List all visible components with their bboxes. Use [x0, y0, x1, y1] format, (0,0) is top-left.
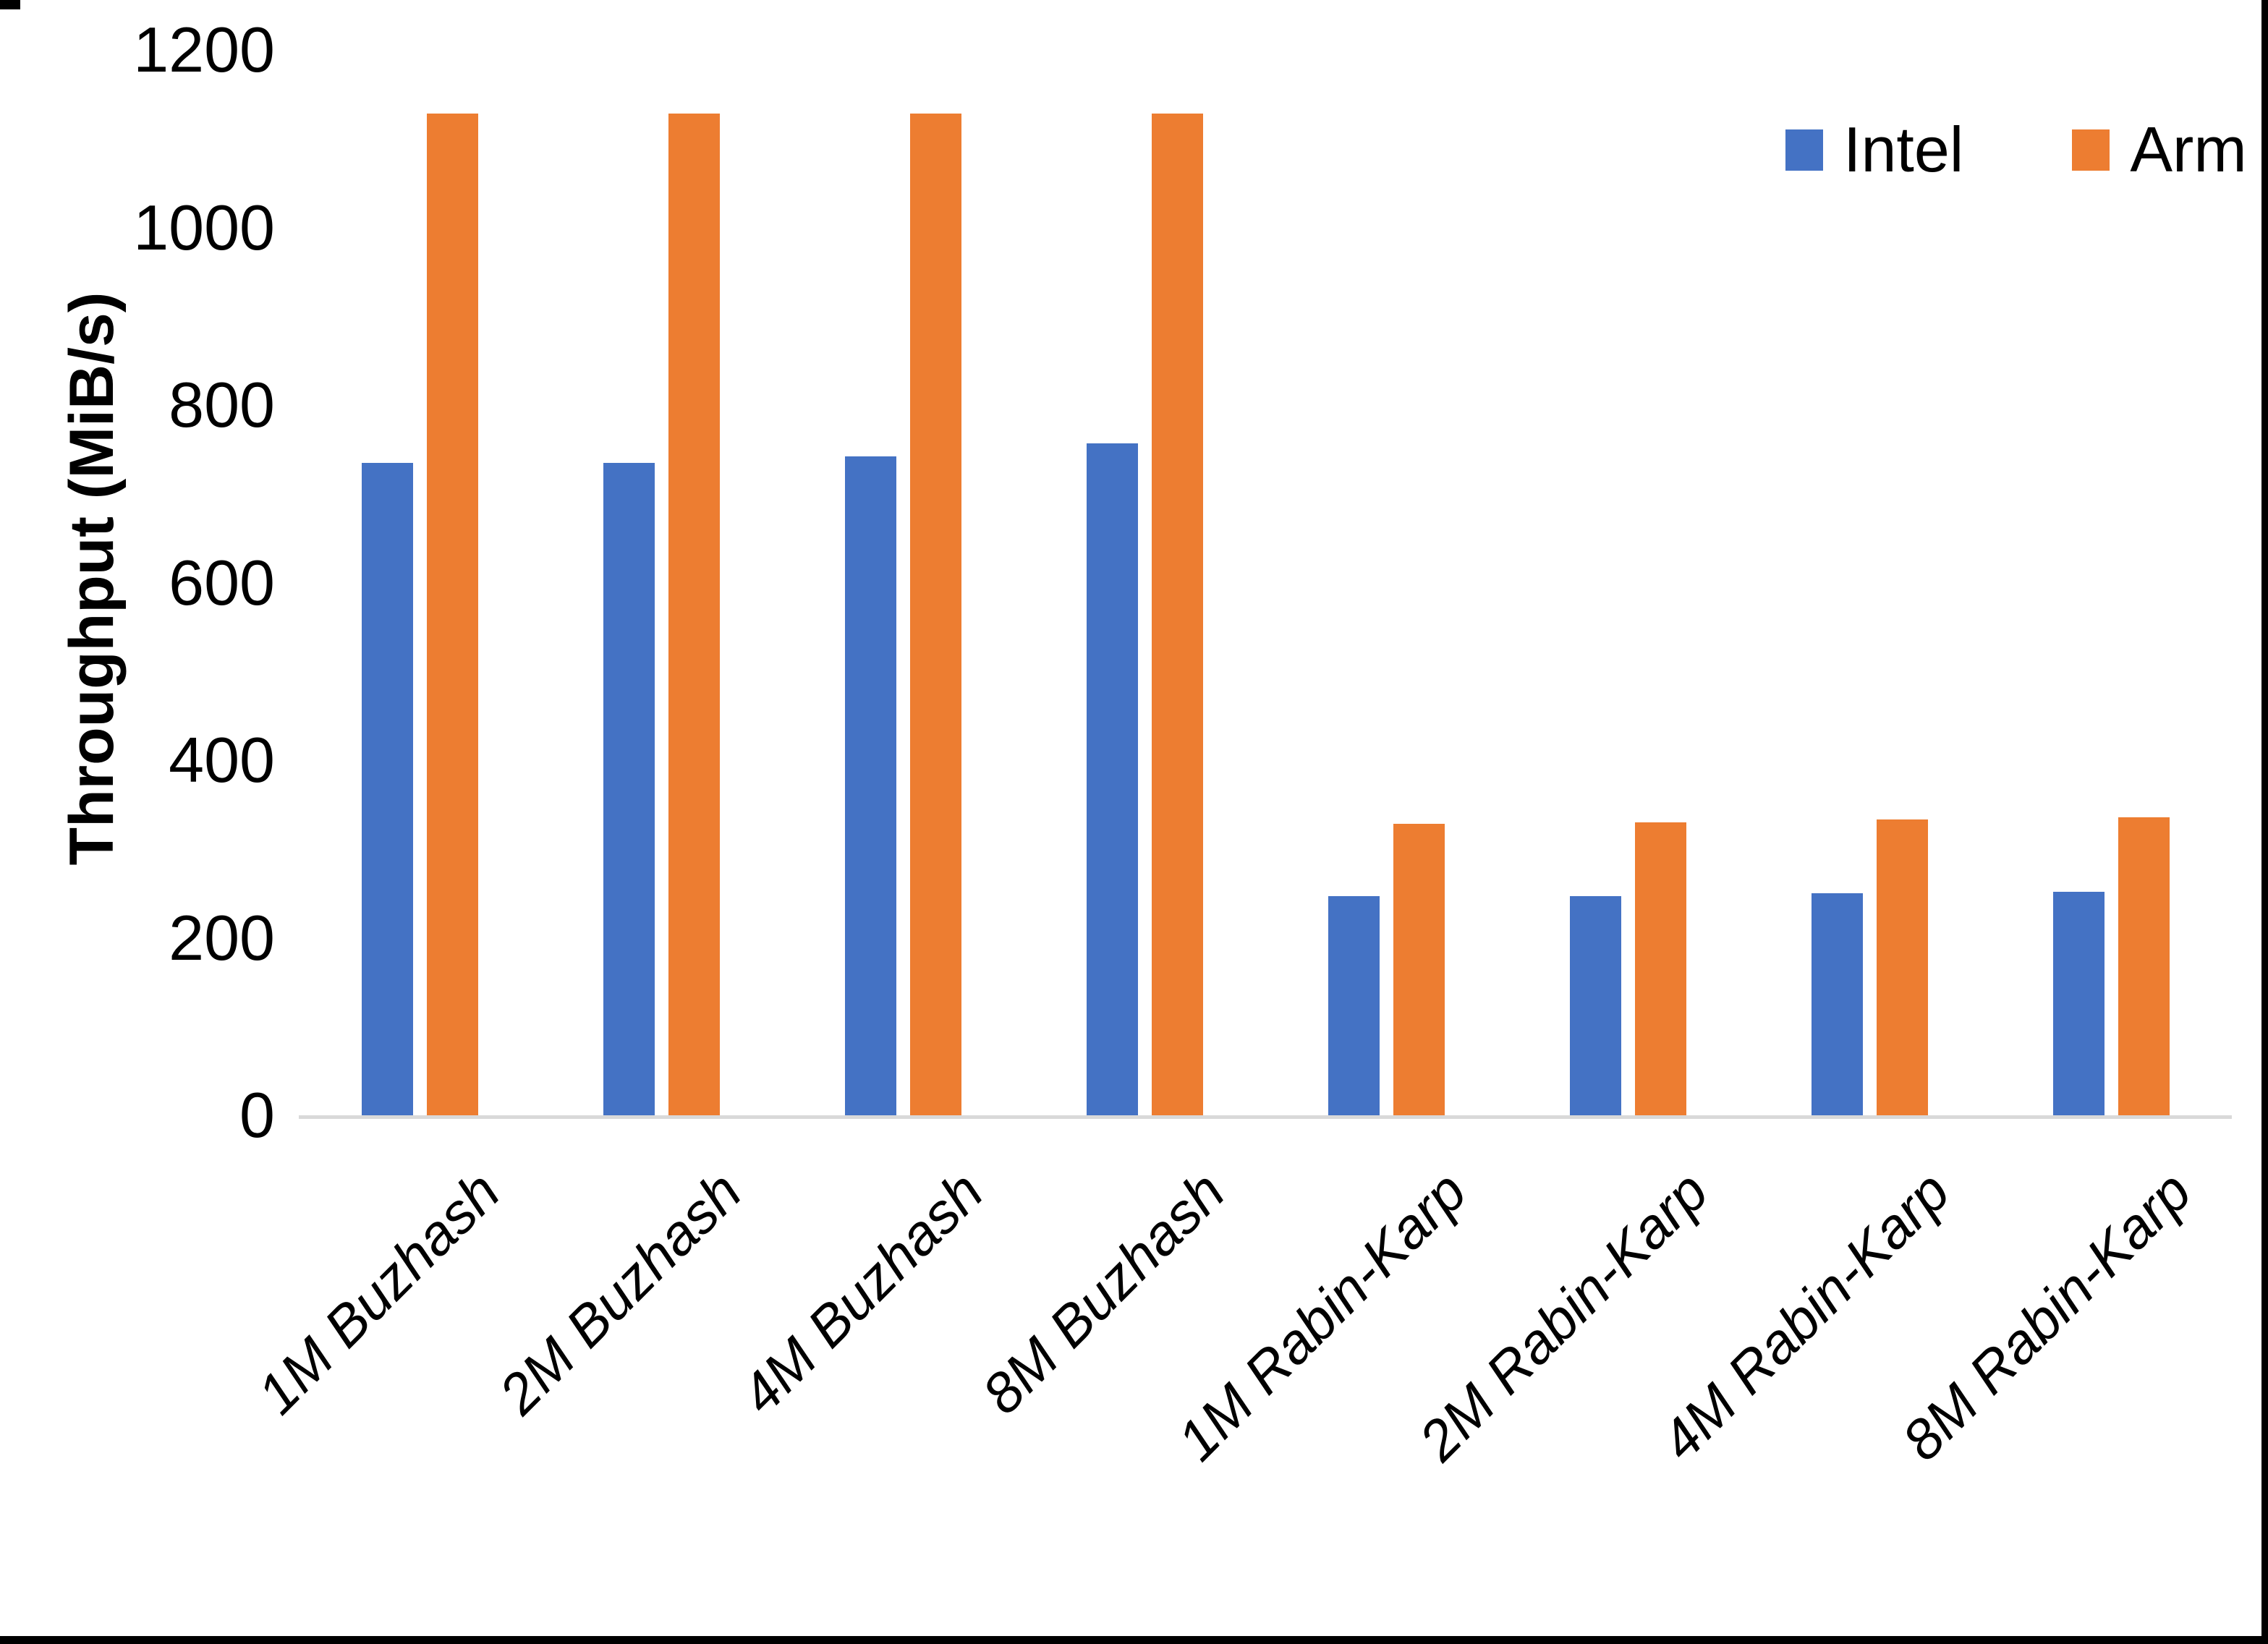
y-tick-label-600: 600	[169, 546, 275, 618]
x-category-label-2: 2M Buzhash	[487, 1159, 754, 1426]
y-axis-title: Throughput (MiB/s)	[57, 291, 127, 866]
bar-arm-6	[1634, 822, 1686, 1115]
y-tick-label-800: 800	[169, 369, 275, 440]
bar-groups	[299, 50, 2232, 1115]
bar-intel-5	[1328, 895, 1380, 1115]
legend-entry-arm: Arm	[2072, 114, 2247, 185]
x-category-label-1: 1M Buzhash	[245, 1159, 512, 1426]
legend-label-arm: Arm	[2130, 114, 2247, 185]
bar-group-8	[1990, 50, 2232, 1115]
bar-group-6	[1507, 50, 1749, 1115]
bar-arm-8	[2118, 817, 2170, 1115]
legend-label-intel: Intel	[1843, 114, 1964, 185]
bar-intel-4	[1086, 443, 1138, 1115]
bar-group-2	[540, 50, 782, 1115]
bar-group-3	[782, 50, 1024, 1115]
legend-swatch-arm	[2072, 129, 2110, 171]
y-tick-label-200: 200	[169, 901, 275, 974]
bar-intel-6	[1569, 895, 1621, 1115]
x-axis-category-labels: 1M Buzhash 2M Buzhash 4M Buzhash 8M Buzhash…	[245, 1115, 2232, 1622]
bar-group-1	[299, 50, 540, 1115]
crop-border-right	[2261, 0, 2268, 1644]
bar-intel-8	[2052, 891, 2105, 1115]
crop-artifact-top-left	[0, 0, 20, 9]
bar-arm-2	[668, 114, 720, 1115]
bar-arm-1	[426, 114, 478, 1115]
y-tick-label-400: 400	[169, 724, 275, 796]
bar-group-4	[1024, 50, 1265, 1115]
y-tick-label-0: 0	[239, 1079, 275, 1151]
bar-intel-2	[603, 462, 655, 1115]
bar-group-7	[1749, 50, 1990, 1115]
legend-entry-intel: Intel	[1785, 118, 1963, 182]
y-tick-label-1200: 1200	[133, 14, 275, 85]
bar-group-5	[1265, 50, 1507, 1115]
bar-arm-4	[1151, 114, 1203, 1115]
bar-intel-1	[361, 462, 413, 1115]
x-category-label-3: 4M Buzhash	[729, 1159, 995, 1426]
y-tick-label-1000: 1000	[133, 191, 275, 263]
bar-arm-3	[909, 114, 961, 1115]
legend-swatch-intel	[1785, 129, 1823, 171]
bar-intel-3	[844, 456, 896, 1115]
x-category-label-4: 8M Buzhash	[970, 1159, 1237, 1426]
bar-arm-7	[1876, 819, 1928, 1115]
bar-arm-5	[1393, 824, 1445, 1115]
plot-area	[299, 50, 2232, 1119]
crop-border-bottom	[0, 1636, 2268, 1644]
legend: Intel Arm	[1785, 118, 2247, 182]
bar-intel-7	[1811, 893, 1863, 1115]
